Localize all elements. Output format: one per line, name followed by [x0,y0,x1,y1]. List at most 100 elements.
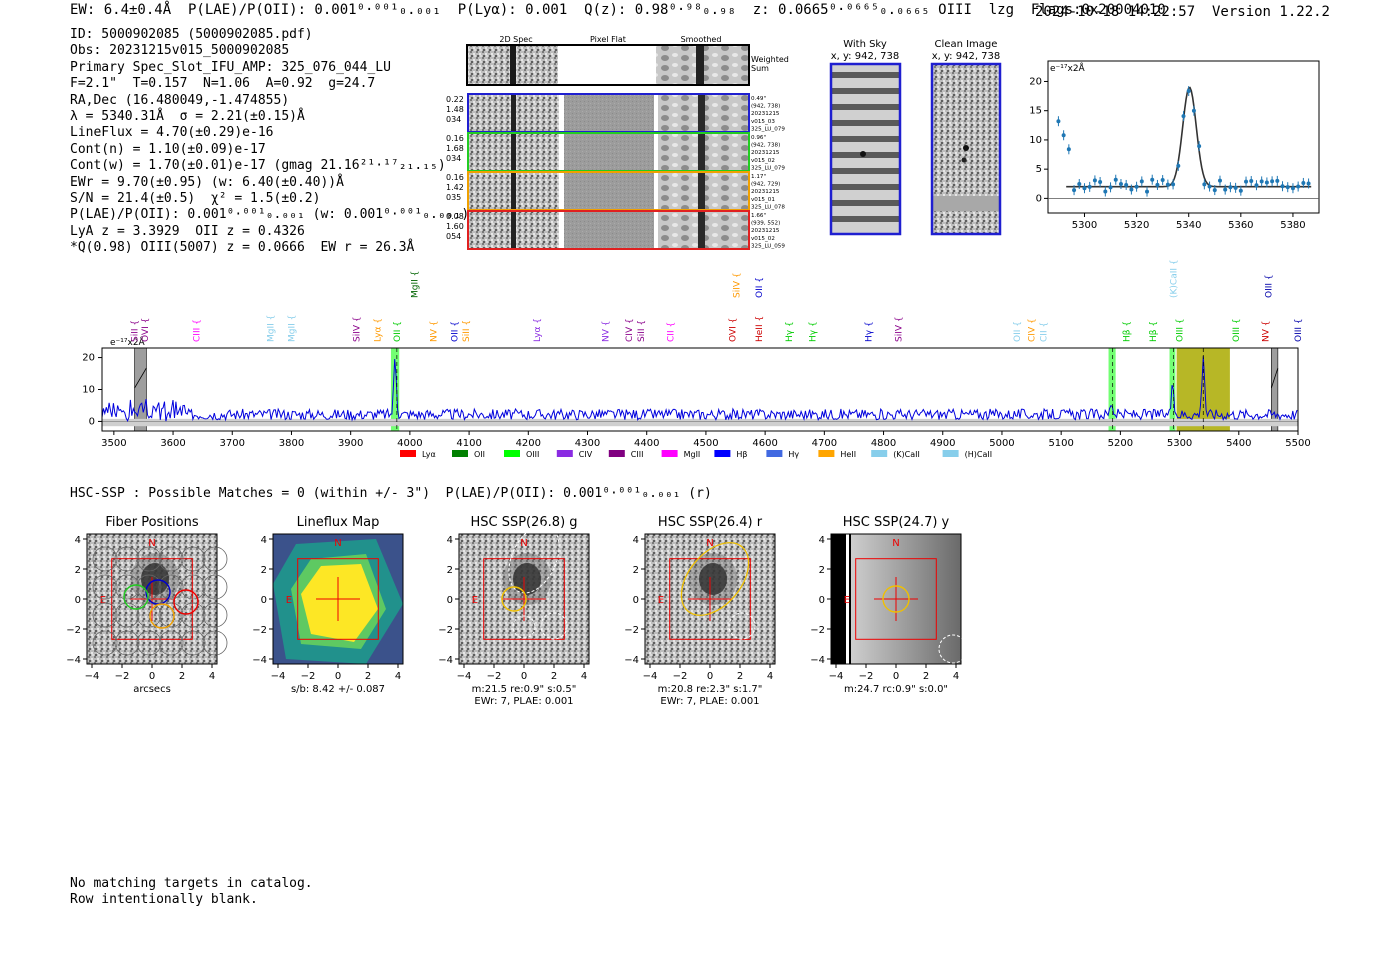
zoom-xtick-label: 5320 [1124,220,1149,231]
cutout-right-label: v015_02 [751,158,775,164]
hatch [1270,367,1279,389]
line-id-label: Hβ { [1149,321,1159,342]
cutout-gap [559,173,564,209]
line-id-label: SiIV { [353,316,363,342]
zoom-ytick-label: 0 [1036,193,1042,204]
source-ellipse [540,612,568,640]
with-sky-title: With Sky [843,39,887,50]
imaging-panel: HSC SSP(26.8) g N E 4 2 0 −2 −4 −4 −2 0 2 4 m:21.5 re… [438,515,590,707]
zoom-data-point [1098,179,1103,184]
line-id-label: OVI { [141,318,151,342]
masked-region [1271,347,1279,432]
cutout-left-label: 0.16 [446,173,464,182]
panel-xtick-label: 4 [953,671,959,682]
panel-xtick-label: 0 [521,671,527,682]
fiber-circle [180,574,206,600]
panel-xtick-label: −2 [673,671,688,682]
sky-band [832,104,899,110]
legend-label: CIV [579,450,593,459]
zoom-data-point [1155,182,1160,187]
full-spectrum-chart: e⁻¹⁷x2Å 3500 3600 3700 3800 3900 4000 4100 4200 4… [82,259,1310,459]
cutout-right-label: 20231215 [751,189,780,195]
x-tick-label: 4200 [516,438,541,449]
zoom-data-point [1290,186,1295,191]
spectrum-ylabel: e⁻¹⁷x2Å [110,336,146,348]
panel-xtick-label: −4 [271,671,286,682]
sky-band [832,216,899,222]
panel-ytick-label: 0 [261,595,267,606]
x-tick-label: 5200 [1108,438,1133,449]
catalog-match [501,586,527,612]
line-id-label: MgII { [287,315,297,342]
legend-swatch [818,450,835,457]
info-line: *Q(0.98) OIII(5007) z = 0.0666 EW r = 26… [70,240,415,256]
panel-title: HSC SSP(26.8) g [470,515,577,530]
fiber-circle [158,546,184,572]
panel-ytick-label: 4 [819,535,825,546]
catalog-match [882,585,910,613]
legend-label: (H)CaII [965,450,992,459]
cutout-left-label: 0.08 [446,212,464,221]
line-id-label: SiII { [637,320,647,342]
info-line: LyA z = 3.3929 OII z = 0.4326 [70,223,305,239]
panel-xtick-label: −2 [859,671,874,682]
cutout-right-label: v015_02 [751,236,775,242]
legend-swatch [452,450,468,457]
zoom-axes [1047,60,1320,214]
x-tick-label: 5300 [1167,438,1192,449]
fiber-circle [92,602,118,628]
col-title-smoothed: Smoothed [681,35,722,44]
x-tick-label: 4300 [575,438,600,449]
legend-label: Lyα [422,450,436,459]
panel-xtick-label: 0 [893,671,899,682]
cutout-right-label: (942, 738) [751,143,780,149]
line-id-label: OIII { [1232,318,1242,342]
panel-ytick-label: 4 [447,535,453,546]
line-id-label: (K)CaII { [1170,259,1180,298]
zoom-data-point [1217,178,1222,183]
panel-ytick-label: 0 [819,595,825,606]
panel-ytick-label: 2 [75,565,81,576]
zoom-data-point [1301,180,1306,185]
panel-xtick-label: −2 [115,671,130,682]
imaging-panel: Lineflux Map N E 4 2 0 −2 −4 −4 −2 0 2 4 s/b: 8.42 +/… [252,515,404,695]
line-id-label: Hγ { [785,321,795,342]
x-tick-label: 4000 [397,438,422,449]
zoom-data-point [1244,179,1249,184]
legend-label: (K)CaII [893,450,920,459]
zoom-data-point [1082,186,1087,191]
zoom-data-point [1223,187,1228,192]
cutout-right-label: (942, 738) [751,104,780,110]
line-id-label: SiII { [462,320,472,342]
panel-ytick-label: 0 [633,595,639,606]
east-label: E [658,595,664,606]
cutout-right-label: 1.17" [751,174,766,180]
cutout-right-label: (942, 729) [751,182,780,188]
zoom-data-point [1191,108,1196,113]
line-id-label: NV { [601,321,611,342]
line-id-label: CIII { [193,319,203,342]
zoom-xtick-label: 5360 [1228,220,1253,231]
zoom-data-point [1087,184,1092,189]
panel-title: HSC SSP(24.7) y [843,515,950,530]
x-tick-label: 3500 [101,438,126,449]
x-tick-label: 4400 [634,438,659,449]
weighted-label: Weighted [751,55,789,64]
cutout-trace [698,95,705,131]
imaging-panel: HSC SSP(24.7) y N E 4 2 0 −2 −4 −4 −2 0 2 4 m:24.7 rc… [810,515,968,695]
cutout-left-label: 1.42 [446,183,464,192]
y-tick-label: 20 [82,353,95,364]
panel-xtick-label: −4 [457,671,472,682]
x-tick-label: 4100 [456,438,481,449]
fiber-circle [202,630,228,656]
zoom-data-point [1077,182,1082,187]
zoom-data-point [1061,133,1066,138]
cutout-gap [654,173,658,209]
x-tick-label: 5000 [989,438,1014,449]
line-id-label: OIII { [1294,318,1304,342]
cutout-gap [559,95,564,131]
panel-caption: m:24.7 rc:0.9" s:0.0" [844,684,948,695]
zoom-data-point [1233,185,1238,190]
fiber-circle [136,546,162,572]
